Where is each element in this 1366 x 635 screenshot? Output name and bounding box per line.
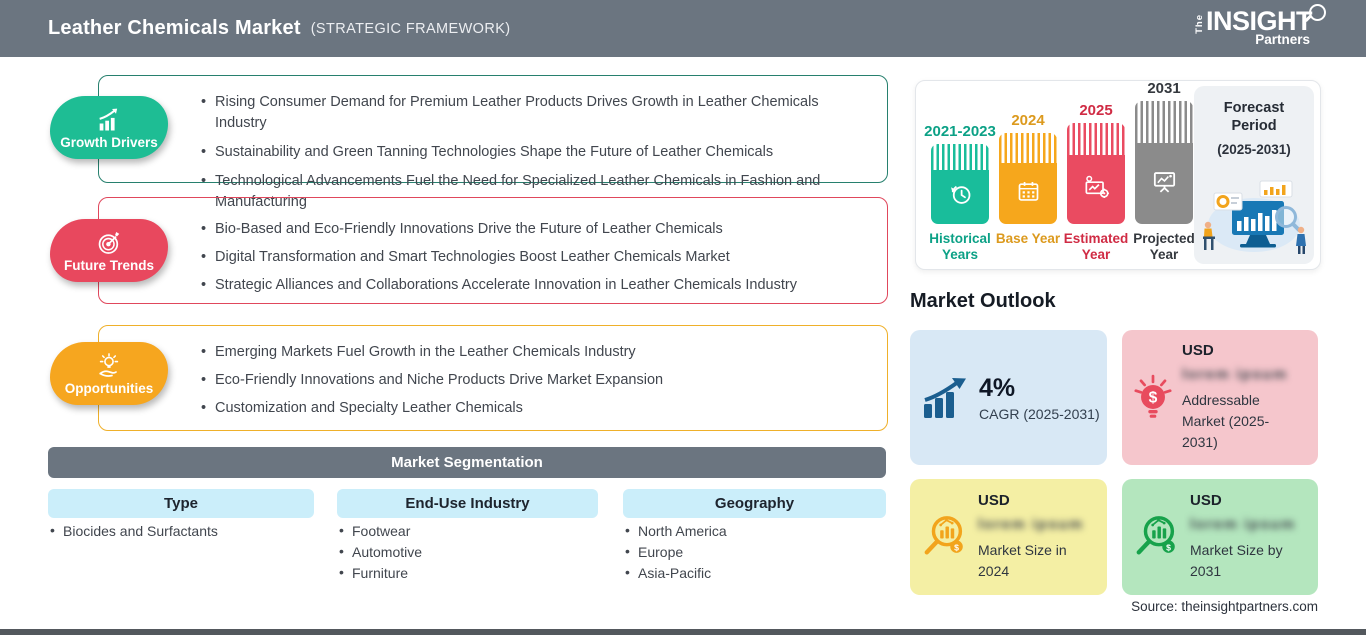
list-item: Bio-Based and Eco-Friendly Innovations D… (201, 219, 873, 240)
calendar-icon (1015, 178, 1042, 210)
forecast-range: (2025-2031) (1217, 142, 1291, 158)
card-label: Addressable Market (2025-2031) (1182, 392, 1270, 450)
header-bar: Leather Chemicals Market (STRATEGIC FRAM… (0, 0, 1366, 57)
list-item: Strategic Alliances and Collaborations A… (201, 275, 873, 296)
cagr-card: 4% CAGR (2025-2031) (910, 330, 1107, 465)
badge-label: Growth Drivers (60, 134, 158, 150)
currency-label: USD (1182, 342, 1214, 359)
logo-partners-text: Partners (1255, 32, 1310, 48)
future-trends-box: Bio-Based and Eco-Friendly Innovations D… (98, 197, 888, 304)
opportunities-badge: Opportunities (50, 342, 168, 405)
dollar-bulb-icon: $ (1131, 373, 1175, 423)
badge-label: Opportunities (64, 380, 154, 396)
market-segmentation-title: Market Segmentation (391, 454, 543, 471)
bar-year-label: 2031 (1147, 80, 1181, 97)
magnifier-chart-icon: $ (919, 513, 971, 561)
opportunities-box: Emerging Markets Fuel Growth in the Leat… (98, 325, 888, 431)
market-outlook-title: Market Outlook (910, 290, 1056, 312)
svg-text:$: $ (1149, 389, 1158, 406)
list-item: Customization and Specialty Leather Chem… (201, 398, 873, 419)
segment-header-geography: Geography (623, 489, 886, 518)
growth-drivers-box: Rising Consumer Demand for Premium Leath… (98, 75, 888, 210)
opportunities-list: Emerging Markets Fuel Growth in the Leat… (99, 326, 887, 419)
svg-text:$: $ (1166, 542, 1171, 552)
segment-list-enduse: Footwear Automotive Furniture (339, 523, 422, 587)
growth-chart-icon (95, 106, 123, 134)
list-item: Technological Advancements Fuel the Need… (201, 171, 873, 213)
blurred-value: lorem ipsum (1190, 516, 1296, 533)
badge-label: Future Trends (63, 257, 154, 273)
future-trends-badge: Future Trends (50, 219, 168, 282)
card-label: Market Size in 2024 (978, 542, 1067, 579)
magnifier-icon (1309, 4, 1326, 21)
list-item: Europe (625, 544, 727, 560)
bar-year-label: 2025 (1079, 102, 1113, 119)
list-item: Footwear (339, 523, 422, 539)
bar-caption: Base Year (995, 231, 1061, 246)
list-item: Rising Consumer Demand for Premium Leath… (201, 92, 873, 134)
timeline-bar-estimated: 2025 (1064, 102, 1129, 262)
list-item: Sustainability and Green Tanning Technol… (201, 142, 873, 163)
timeline-bar-historical: 2021-2023 Historical Years (924, 123, 996, 262)
future-trends-list: Bio-Based and Eco-Friendly Innovations D… (99, 198, 887, 296)
timeline-panel: 2021-2023 Historical Years 2 (915, 80, 1321, 270)
market-size-2024-card: $ USD lorem ipsum Market Size in 2024 (910, 479, 1107, 595)
segment-list-type: Biocides and Surfactants (50, 523, 218, 545)
segment-header-enduse: End-Use Industry (337, 489, 598, 518)
page-subtitle: (STRATEGIC FRAMEWORK) (310, 20, 511, 37)
cagr-label: CAGR (2025-2031) (979, 405, 1100, 422)
list-item: Furniture (339, 565, 422, 581)
list-item: Digital Transformation and Smart Technol… (201, 247, 873, 268)
projection-screen-icon (1150, 167, 1179, 201)
bar-growth-icon (923, 376, 969, 420)
magnifier-chart-icon: $ (1131, 513, 1183, 561)
svg-text:$: $ (954, 542, 959, 552)
bar-stripes (1067, 123, 1125, 155)
estimate-chart-icon (1082, 173, 1111, 207)
forecast-period-panel: Forecast Period (2025-2031) (1194, 86, 1314, 264)
timeline-bar-base: 2024 (996, 112, 1060, 246)
blurred-value: lorem ipsum (978, 516, 1084, 533)
bar-stripes (999, 133, 1057, 163)
card-label: Market Size by 2031 (1190, 542, 1283, 579)
list-item: Eco-Friendly Innovations and Niche Produ… (201, 370, 873, 391)
list-item: North America (625, 523, 727, 539)
logo-insight-text: INSIGHT (1205, 6, 1313, 36)
segment-header-type: Type (48, 489, 314, 518)
market-size-2031-card: $ USD lorem ipsum Market Size by 2031 (1122, 479, 1318, 595)
segment-list-geography: North America Europe Asia-Pacific (625, 523, 727, 587)
currency-label: USD (978, 492, 1010, 509)
bar-year-label: 2021-2023 (924, 123, 996, 140)
insight-partners-logo: The INSIGHT Partners (1193, 4, 1326, 48)
cagr-value: 4% (979, 373, 1016, 402)
bar-caption: Projected Year (1133, 231, 1195, 262)
clock-icon (947, 181, 974, 213)
list-item: Asia-Pacific (625, 565, 727, 581)
currency-label: USD (1190, 492, 1222, 509)
addressable-market-card: $ USD lorem ipsum Addressable Market (20… (1122, 330, 1318, 465)
bar-caption: Historical Years (929, 231, 991, 262)
analytics-illustration (1198, 179, 1310, 260)
bottom-strip (0, 629, 1366, 635)
blurred-value: lorem ipsum (1182, 366, 1288, 383)
timeline-bar-projected: 2031 Projected (1133, 80, 1195, 262)
bar-stripes (931, 144, 989, 170)
list-item: Emerging Markets Fuel Growth in the Leat… (201, 342, 873, 363)
growth-drivers-list: Rising Consumer Demand for Premium Leath… (99, 76, 887, 213)
market-segmentation-bar: Market Segmentation (48, 447, 886, 478)
bar-year-label: 2024 (1011, 112, 1045, 129)
list-item: Automotive (339, 544, 422, 560)
growth-drivers-badge: Growth Drivers (50, 96, 168, 159)
target-icon (95, 229, 123, 257)
bar-stripes (1135, 101, 1193, 143)
page-title: Leather Chemicals Market (48, 17, 301, 39)
list-item: Biocides and Surfactants (50, 523, 218, 539)
bar-caption: Estimated Year (1063, 231, 1129, 262)
source-attribution: Source: theinsightpartners.com (1131, 599, 1318, 614)
forecast-title: Forecast Period (1223, 100, 1285, 135)
logo-the-text: The (1193, 14, 1205, 34)
idea-hand-icon (95, 352, 123, 380)
